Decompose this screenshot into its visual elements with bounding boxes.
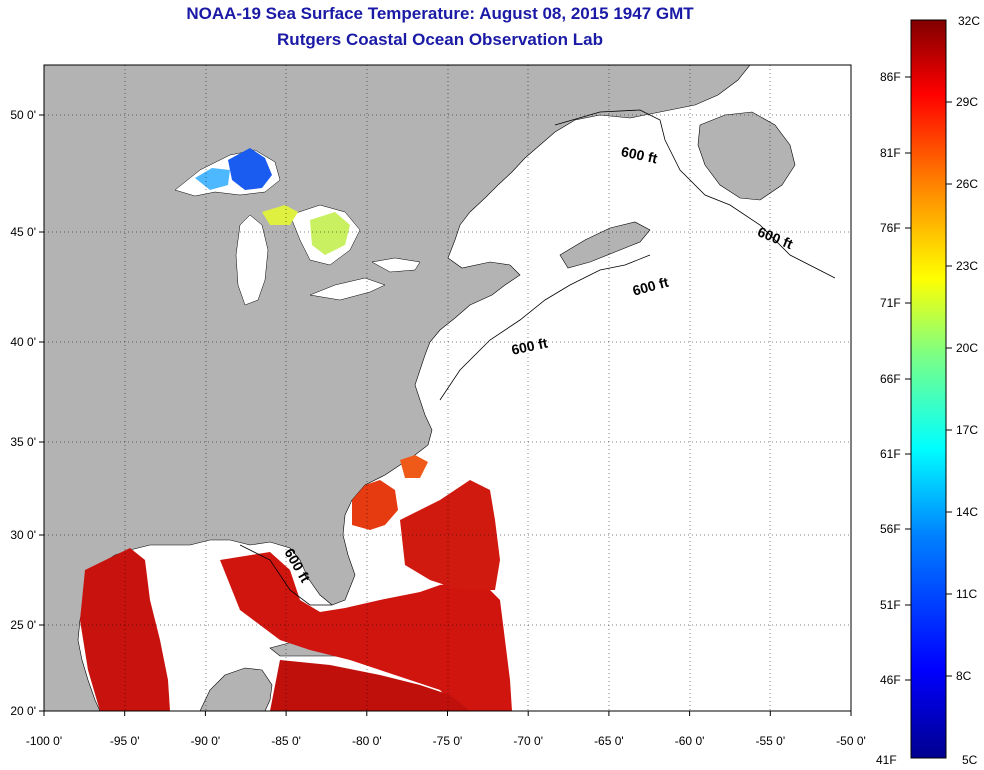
sst-offshore-atlantic <box>400 480 500 590</box>
longitude-axis: -100 0' -95 0' -90 0' -85 0' -80 0' -75 0' -70… <box>26 711 866 748</box>
lon-tick-label: -65 0' <box>594 734 624 748</box>
sst-florida-atlantic <box>352 480 398 530</box>
lat-tick-label: 30 0' <box>10 528 36 542</box>
colorbar-celsius-label: 14C <box>956 505 978 519</box>
colorbar-celsius-label: 8C <box>956 669 972 683</box>
lat-tick-label: 20 0' <box>10 704 36 718</box>
land-yucatan <box>199 667 273 711</box>
graticule <box>44 65 851 711</box>
colorbar-fahrenheit-min: 41F <box>876 753 897 767</box>
sst-superior-cold <box>228 148 272 190</box>
colorbar-celsius-ticks: 29C 26C 23C 20C 17C 14C 11C 8C <box>946 95 978 683</box>
great-lakes-erie <box>309 277 386 301</box>
colorbar-fahrenheit-label: 51F <box>880 598 901 612</box>
isobath-label-4: 600 ft <box>510 334 549 357</box>
colorbar-celsius-min: 5C <box>962 753 978 767</box>
lat-tick-label: 40 0' <box>10 335 36 349</box>
sst-huron-warm <box>310 212 350 255</box>
sst-superior-mid <box>195 168 230 190</box>
colorbar-celsius-label: 29C <box>956 95 978 109</box>
lon-tick-label: -70 0' <box>513 734 543 748</box>
sst-caribbean <box>270 660 470 711</box>
map-subtitle: Rutgers Coastal Ocean Observation Lab <box>277 30 603 49</box>
colorbar-celsius-label: 11C <box>956 587 977 601</box>
colorbar-celsius-max: 32C <box>958 14 980 28</box>
colorbar-celsius-label: 26C <box>956 177 978 191</box>
land-nova-scotia <box>559 221 651 269</box>
colorbar-celsius-label: 17C <box>956 423 978 437</box>
colorbar-fahrenheit-label: 46F <box>880 673 901 687</box>
lat-tick-label: 50 0' <box>10 108 36 122</box>
colorbar-fahrenheit-label: 56F <box>880 522 901 536</box>
colorbar <box>910 19 947 759</box>
colorbar-fahrenheit-label: 86F <box>880 70 901 84</box>
lat-tick-label: 35 0' <box>10 435 36 449</box>
lon-tick-label: -95 0' <box>110 734 140 748</box>
great-lakes-ontario <box>371 257 421 273</box>
lon-tick-label: -100 0' <box>26 734 62 748</box>
sst-michigan-warm <box>262 205 298 225</box>
colorbar-fahrenheit-label: 81F <box>880 146 901 160</box>
lon-tick-label: -55 0' <box>755 734 785 748</box>
sst-gulfstream <box>400 455 428 478</box>
lon-tick-label: -80 0' <box>352 734 382 748</box>
lat-tick-label: 45 0' <box>10 225 36 239</box>
lon-tick-label: -75 0' <box>433 734 463 748</box>
colorbar-celsius-label: 23C <box>956 259 978 273</box>
great-lakes-michigan <box>235 214 269 306</box>
colorbar-celsius-label: 20C <box>956 341 978 355</box>
isobath-lines <box>239 109 836 606</box>
colorbar-fahrenheit-ticks: 86F 81F 76F 71F 66F 61F 56F 51F 46F <box>880 70 911 687</box>
land-newfoundland <box>697 111 796 201</box>
lon-tick-label: -60 0' <box>675 734 705 748</box>
map-title: NOAA-19 Sea Surface Temperature: August … <box>186 4 694 23</box>
isobath-label-1: 600 ft <box>620 143 659 166</box>
lon-tick-label: -90 0' <box>191 734 221 748</box>
latitude-axis: 20 0' 25 0' 30 0' 35 0' 40 0' 45 0' 50 0' <box>10 108 44 718</box>
lon-tick-label: -85 0' <box>271 734 301 748</box>
colorbar-fahrenheit-label: 66F <box>880 372 901 386</box>
lat-tick-label: 25 0' <box>10 618 36 632</box>
lon-tick-label: -50 0' <box>836 734 866 748</box>
colorbar-fahrenheit-label: 76F <box>880 221 901 235</box>
colorbar-fahrenheit-label: 71F <box>880 296 901 310</box>
colorbar-fahrenheit-label: 61F <box>880 447 901 461</box>
